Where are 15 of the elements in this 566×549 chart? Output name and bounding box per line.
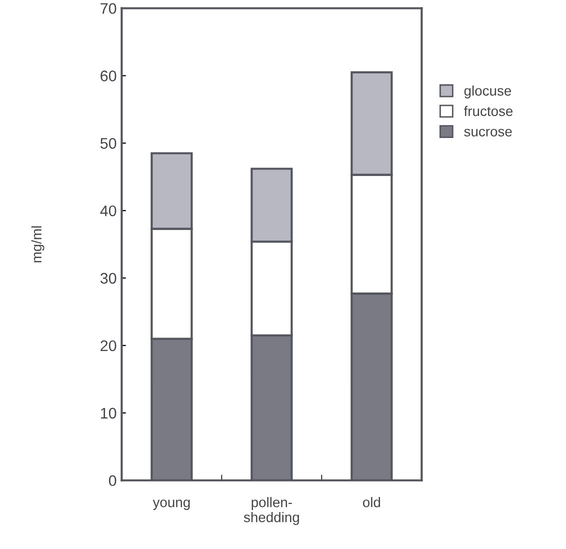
x-tick-label: young [152,500,190,510]
x-tick-label: pollen- shedding [244,497,299,525]
y-axis-title: mg/ml [31,226,44,262]
x-tick-label: old [362,497,380,508]
y-tick-label: 70 [100,3,116,14]
y-tick-label: 10 [101,408,116,419]
y-tick-label: 30 [100,272,116,284]
legend-label: glocuse [464,85,512,98]
legend-label: fructose [464,106,513,116]
y-tick-label: 20 [100,340,116,352]
legend-label: sucrose [464,128,512,136]
y-tick-label: 0 [108,475,116,486]
y-tick-label: 60 [100,70,116,82]
y-tick-label: 40 [100,205,116,216]
y-tick-label: 50 [100,138,116,149]
